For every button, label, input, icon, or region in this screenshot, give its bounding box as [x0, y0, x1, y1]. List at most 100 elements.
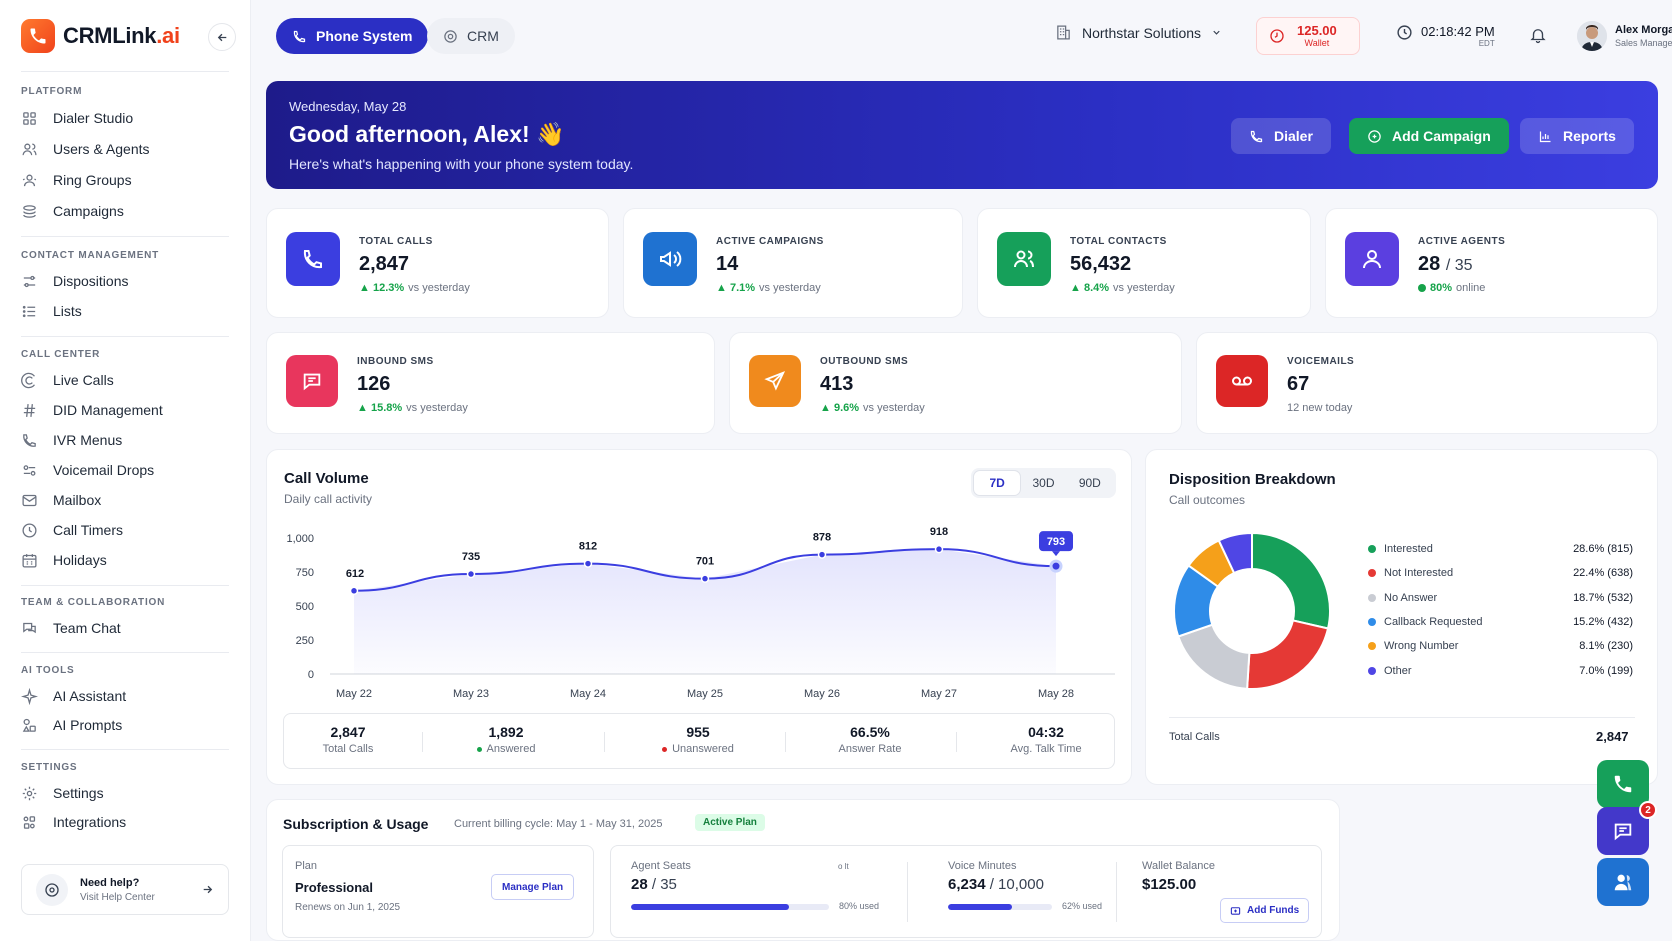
donut-slice[interactable] [1246, 619, 1330, 690]
stat-change: ▲ 15.8% vs yesterday [357, 402, 468, 414]
sidebar-item-dispositions[interactable]: Dispositions [21, 269, 128, 293]
sidebar-item-call-timers[interactable]: Call Timers [21, 518, 123, 542]
dialer-button[interactable]: Dialer [1231, 118, 1331, 154]
sidebar-item-settings[interactable]: Settings [21, 781, 104, 805]
legend-item[interactable]: Callback Requested 15.2% (432) [1368, 616, 1633, 628]
brand-logo[interactable]: CRMLink.ai [21, 19, 180, 53]
stat-change-value: 8.4% [1083, 282, 1110, 294]
sidebar-item-voicemail-drops[interactable]: Voicemail Drops [21, 458, 154, 482]
chevron-down-icon [1213, 30, 1220, 35]
wallet-amount: 125.00 [1297, 23, 1337, 38]
sidebar-item-campaigns[interactable]: Campaigns [21, 199, 124, 223]
notifications-button[interactable] [1529, 26, 1547, 49]
add-campaign-button[interactable]: Add Campaign [1349, 118, 1509, 154]
reports-button[interactable]: Reports [1520, 118, 1634, 154]
manage-plan-button[interactable]: Manage Plan [491, 874, 575, 900]
stat-card-active-campaigns[interactable]: ACTIVE CAMPAIGNS 14 ▲ 7.1% vs yesterday [623, 208, 963, 318]
sidebar-item-did-management[interactable]: DID Management [21, 398, 163, 422]
stat-card-outbound-sms[interactable]: OUTBOUND SMS 413 ▲ 9.6% vs yesterday [729, 332, 1182, 434]
stat-card-voicemails[interactable]: VOICEMAILS 67 12 new today [1196, 332, 1658, 434]
contacts-fab-button[interactable] [1597, 858, 1649, 906]
message-icon [1614, 823, 1632, 841]
sidebar-item-ai-prompts[interactable]: AI Prompts [21, 713, 122, 737]
grid-icon [23, 111, 36, 125]
legend-item[interactable]: Wrong Number 8.1% (230) [1368, 640, 1633, 652]
hero-subtitle: Here's what's happening with your phone … [289, 156, 634, 172]
bar-chart-icon [1539, 131, 1551, 142]
call-fab-button[interactable] [1597, 760, 1649, 808]
sidebar-item-ivr-menus[interactable]: IVR Menus [21, 428, 122, 452]
collapse-sidebar-button[interactable] [208, 23, 236, 51]
divider [21, 236, 229, 237]
donut-slice[interactable] [1251, 531, 1331, 630]
sidebar-item-live-calls[interactable]: Live Calls [21, 368, 114, 392]
sidebar-item-integrations[interactable]: Integrations [21, 810, 126, 834]
sidebar-item-mailbox[interactable]: Mailbox [21, 488, 101, 512]
data-point[interactable] [700, 574, 710, 583]
stat-value: 2,847 [359, 253, 410, 275]
divider [1116, 862, 1117, 922]
legend-item[interactable]: Other 7.0% (199) [1368, 665, 1633, 677]
sidebar-item-lists[interactable]: Lists [21, 299, 82, 323]
seats-tiny-text: o lt [838, 862, 849, 871]
sidebar-item-users-agents[interactable]: Users & Agents [21, 137, 150, 161]
legend-dot [1368, 642, 1376, 651]
organization-selector[interactable]: Northstar Solutions [1055, 24, 1222, 41]
chat-fab-button[interactable]: 2 [1597, 801, 1657, 855]
stat-note: vs yesterday [406, 402, 468, 414]
summary-value: 04:32 [1028, 724, 1064, 740]
legend-item[interactable]: No Answer 18.7% (532) [1368, 592, 1633, 604]
data-point[interactable] [934, 544, 944, 554]
range-90d[interactable]: 90D [1078, 476, 1101, 490]
sidebar-item-ring-groups[interactable]: Ring Groups [21, 168, 132, 192]
sidebar-item-label: Dispositions [53, 273, 129, 289]
sidebar-item-dialer-studio[interactable]: Dialer Studio [21, 106, 133, 130]
stat-card-total-calls[interactable]: TOTAL CALLS 2,847 ▲ 12.3% vs yesterday [266, 208, 609, 318]
users-icon [22, 143, 37, 155]
stat-change: ▲ 8.4% vs yesterday [1070, 282, 1175, 294]
divider [1169, 717, 1635, 718]
sidebar-item-holidays[interactable]: Holidays [21, 548, 107, 572]
sidebar-item-label: Users & Agents [53, 141, 150, 157]
data-label: 878 [813, 532, 831, 544]
stat-card-total-contacts[interactable]: TOTAL CONTACTS 56,432 ▲ 8.4% vs yesterday [977, 208, 1311, 318]
data-point[interactable] [583, 559, 593, 568]
sidebar-item-label: Lists [53, 303, 82, 319]
chat-icon [23, 622, 36, 633]
seats-value: 28 / 35 [631, 876, 677, 893]
section-platform: PLATFORM [21, 86, 83, 97]
add-funds-button[interactable]: Add Funds [1220, 898, 1310, 923]
divider [21, 652, 229, 653]
wallet-balance[interactable]: 125.00 Wallet [1256, 17, 1360, 55]
legend-item[interactable]: Interested 28.6% (815) [1368, 543, 1633, 555]
tab-crm[interactable]: CRM [427, 18, 515, 54]
legend-item[interactable]: Not Interested 22.4% (638) [1368, 567, 1633, 579]
stat-card-active-agents[interactable]: ACTIVE AGENTS 28 / 35 80% online [1325, 208, 1658, 318]
tab-phone-system[interactable]: Phone System [276, 18, 429, 54]
user-menu[interactable]: Alex Morgan Sales Manager [1577, 21, 1672, 51]
plan-renews: Renews on Jun 1, 2025 [295, 902, 401, 913]
range-30d[interactable]: 30D [1032, 476, 1055, 490]
sidebar-item-team-chat[interactable]: Team Chat [21, 616, 121, 640]
range-7d[interactable]: 7D [974, 471, 1021, 495]
hero-date: Wednesday, May 28 [289, 99, 407, 114]
data-point[interactable] [817, 550, 827, 559]
building-icon [1057, 25, 1070, 40]
plan-box: Plan Professional Renews on Jun 1, 2025 … [282, 845, 594, 938]
stat-change-value: 15.8% [370, 402, 403, 414]
data-point[interactable] [1049, 559, 1063, 573]
stat-card-inbound-sms[interactable]: INBOUND SMS 126 ▲ 15.8% vs yesterday [266, 332, 715, 434]
donut-slice[interactable] [1177, 623, 1251, 690]
data-point[interactable] [349, 586, 359, 596]
legend-value: 28.6% (815) [1573, 543, 1633, 555]
sparkle-icon [21, 687, 38, 705]
donut-slice[interactable] [1217, 531, 1253, 575]
summary-value: 955 [686, 724, 710, 740]
summary-unanswered: 955 Unanswered [628, 724, 768, 755]
help-center-card[interactable]: Need help? Visit Help Center [21, 864, 229, 915]
sidebar-item-ai-assistant[interactable]: AI Assistant [21, 684, 126, 708]
data-point[interactable] [466, 569, 476, 579]
stat-value: 14 [716, 253, 739, 275]
legend-value: 22.4% (638) [1573, 567, 1633, 580]
sidebar-item-label: Ring Groups [53, 172, 132, 188]
